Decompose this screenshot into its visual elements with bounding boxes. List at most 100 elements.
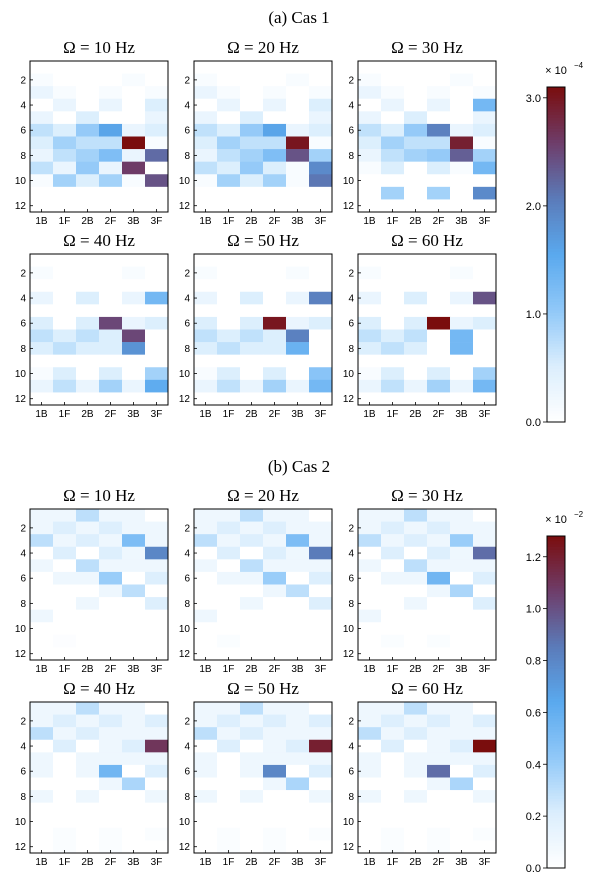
- part-a-title: (a) Cas 1: [268, 8, 329, 27]
- heatmap-cell: [122, 304, 146, 318]
- heatmap-cell: [99, 161, 123, 175]
- colorbar-segment: [547, 282, 565, 286]
- heatmap-cell: [30, 73, 54, 87]
- heatmap-cell: [473, 392, 497, 406]
- heatmap-cell: [145, 714, 169, 728]
- colorbar-segment: [547, 134, 565, 138]
- heatmap-cell: [404, 174, 428, 188]
- heatmap-cell: [122, 254, 146, 267]
- heatmap-cell: [194, 521, 218, 535]
- colorbar-segment: [547, 215, 565, 219]
- heatmap-cell: [30, 61, 54, 74]
- heatmap-cell: [381, 161, 405, 175]
- colorbar-segment: [547, 693, 565, 697]
- heatmap-cell: [309, 840, 333, 854]
- heatmap-cell: [30, 86, 54, 100]
- x-tick-label: 1F: [387, 857, 399, 868]
- heatmap-cell: [450, 622, 474, 636]
- x-tick-label: 1F: [59, 409, 71, 420]
- colorbar-segment: [547, 785, 565, 789]
- heatmap-cell: [450, 329, 474, 343]
- y-tick-label: 12: [343, 201, 355, 212]
- heatmap-cell: [427, 546, 451, 560]
- heatmap-cell: [194, 790, 218, 803]
- heatmap-cell: [240, 827, 264, 841]
- x-tick-label: 3B: [127, 664, 140, 675]
- heatmap-cell: [217, 392, 241, 406]
- heatmap-cell: [217, 98, 241, 112]
- heatmap-cell: [404, 546, 428, 560]
- y-tick-label: 10: [15, 817, 27, 828]
- heatmap-cell: [309, 291, 333, 305]
- heatmap-cell: [217, 367, 241, 381]
- colorbar-segment: [547, 360, 565, 364]
- colorbar-segment: [547, 170, 565, 174]
- heatmap-cell: [194, 379, 218, 393]
- heatmap-cell: [358, 73, 382, 87]
- colorbar-segment: [547, 820, 565, 825]
- heatmap-cell: [263, 316, 287, 330]
- heatmap-cell: [30, 702, 54, 715]
- heatmap-cell: [381, 790, 405, 803]
- colorbar-segment: [547, 276, 565, 281]
- heatmap-cell: [240, 815, 264, 829]
- colorbar-segment: [547, 591, 565, 595]
- heatmap-cell: [263, 840, 287, 854]
- heatmap-cell: [381, 73, 405, 87]
- heatmap-cell: [76, 136, 100, 150]
- heatmap-cell: [427, 790, 451, 803]
- heatmap-cell: [145, 790, 169, 803]
- x-tick-label: 1F: [59, 664, 71, 675]
- colorbar-segment: [547, 159, 565, 163]
- colorbar-segment: [547, 829, 565, 833]
- colorbar-segment: [547, 341, 565, 345]
- heatmap-cell: [263, 739, 287, 753]
- heatmap-cell: [194, 752, 218, 766]
- heatmap-cell: [381, 727, 405, 741]
- y-tick-label: 12: [179, 394, 191, 405]
- x-tick-label: 2B: [409, 216, 422, 227]
- colorbar-segment: [547, 268, 565, 272]
- heatmap-cell: [263, 634, 287, 648]
- y-tick-label: 12: [343, 842, 355, 853]
- y-tick-label: 8: [348, 344, 354, 355]
- colorbar-tick-label: 0.6: [526, 707, 541, 719]
- heatmap-cell: [99, 521, 123, 535]
- colorbar-segment: [547, 145, 565, 149]
- heatmap-cell: [99, 727, 123, 741]
- heatmap-cell: [263, 827, 287, 841]
- heatmap-cell: [358, 149, 382, 162]
- heatmap-cell: [404, 790, 428, 803]
- heatmap-cell: [358, 161, 382, 175]
- heatmap-cell: [76, 254, 100, 267]
- heatmap-cell: [217, 739, 241, 753]
- x-tick-label: 2F: [105, 857, 117, 868]
- x-tick-label: 1B: [199, 664, 212, 675]
- heatmap-cell: [286, 161, 310, 175]
- heatmap-cell: [286, 727, 310, 741]
- colorbar-segment: [547, 563, 565, 567]
- colorbar-segment: [547, 394, 565, 398]
- heatmap-cell: [145, 647, 169, 661]
- colorbar-segment: [547, 240, 565, 244]
- heatmap-cell: [194, 291, 218, 305]
- heatmap-cell: [381, 571, 405, 585]
- heatmap-cell: [263, 714, 287, 728]
- colorbar-segment: [547, 737, 565, 742]
- colorbar-segment: [547, 307, 565, 311]
- heatmap-cell: [76, 546, 100, 560]
- colorbar-segment: [547, 826, 565, 830]
- heatmap-cell: [473, 752, 497, 766]
- heatmap-cell: [122, 815, 146, 829]
- heatmap-cell: [240, 174, 264, 188]
- colorbar-segment: [547, 237, 565, 241]
- heatmap-cell: [358, 304, 382, 318]
- colorbar-segment: [547, 142, 565, 147]
- heatmap-cell: [53, 597, 77, 610]
- heatmap-cell: [286, 266, 310, 280]
- x-tick-label: 2B: [81, 409, 94, 420]
- colorbar-segment: [547, 754, 565, 758]
- heatmap-panel: Ω = 50 Hz 1B 1F 2B 2F 3B 3F 2 4 6 8 10 12: [179, 231, 333, 420]
- heatmap-cell: [263, 534, 287, 548]
